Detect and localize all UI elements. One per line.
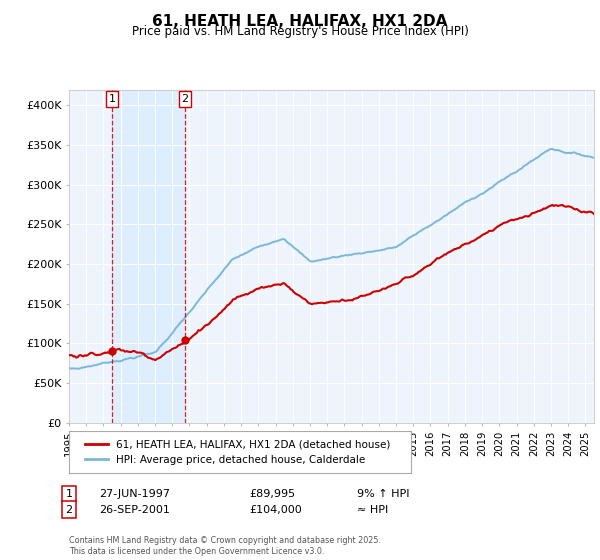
Text: 9% ↑ HPI: 9% ↑ HPI: [357, 489, 409, 499]
Bar: [112, 90, 185, 423]
Text: 2: 2: [181, 94, 188, 104]
Text: 61, HEATH LEA, HALIFAX, HX1 2DA: 61, HEATH LEA, HALIFAX, HX1 2DA: [152, 14, 448, 29]
Text: 1: 1: [65, 489, 73, 499]
Text: 26-SEP-2001: 26-SEP-2001: [99, 505, 170, 515]
Text: 1: 1: [109, 94, 115, 104]
Text: Price paid vs. HM Land Registry's House Price Index (HPI): Price paid vs. HM Land Registry's House …: [131, 25, 469, 38]
Text: ≈ HPI: ≈ HPI: [357, 505, 388, 515]
Legend: 61, HEATH LEA, HALIFAX, HX1 2DA (detached house), HPI: Average price, detached h: 61, HEATH LEA, HALIFAX, HX1 2DA (detache…: [81, 436, 395, 469]
Text: 2: 2: [65, 505, 73, 515]
Text: £89,995: £89,995: [249, 489, 295, 499]
Text: £104,000: £104,000: [249, 505, 302, 515]
Text: Contains HM Land Registry data © Crown copyright and database right 2025.
This d: Contains HM Land Registry data © Crown c…: [69, 536, 381, 556]
Text: 27-JUN-1997: 27-JUN-1997: [99, 489, 170, 499]
